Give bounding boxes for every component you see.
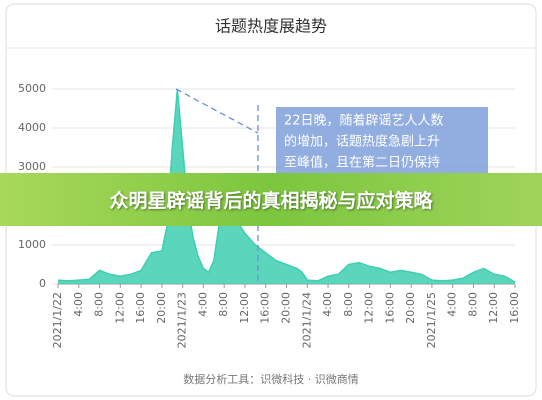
callout-line (175, 88, 259, 134)
y-tick-label: 5000 (18, 82, 46, 95)
x-tick-label: 8:00 (342, 292, 355, 317)
x-tick-label: 2021/1/22 (51, 292, 64, 348)
annotation-text: 至峰值，且在第二日仍保持 (284, 155, 440, 171)
x-tick-label: 2021/1/24 (300, 292, 313, 348)
x-tick-label: 12:00 (113, 292, 126, 324)
x-tick-label: 16:00 (383, 292, 396, 324)
y-tick-label: 3000 (18, 160, 46, 173)
x-tick-label: 12:00 (487, 292, 500, 324)
y-tick-label: 1000 (18, 238, 46, 251)
x-tick-label: 16:00 (259, 292, 272, 324)
x-tick-label: 20:00 (280, 292, 293, 324)
x-tick-label: 8:00 (217, 292, 230, 317)
x-tick-label: 12:00 (363, 292, 376, 324)
footer: 数据分析工具：识微科技 · 识微商情 (183, 372, 359, 386)
line (57, 88, 516, 283)
x-tick-label: 8:00 (93, 292, 106, 317)
chart-title: 话题热度展趋势 (215, 17, 327, 36)
x-tick-label: 2021/1/23 (176, 292, 189, 348)
x-tick-label: 4:00 (446, 292, 459, 317)
area (58, 89, 515, 284)
x-tick-label: 16:00 (134, 292, 147, 324)
annotation-text: 22日晚，随着辟谣艺人人数 (284, 113, 444, 129)
x-tick-label: 4:00 (72, 292, 85, 317)
banner: 众明星辟谣背后的真相揭秘与应对策略 (0, 173, 542, 226)
x-tick-label: 4:00 (321, 292, 334, 317)
x-tick-label: 16:00 (508, 292, 521, 324)
x-tick-label: 20:00 (404, 292, 417, 324)
annotation-text: 的增加，话题热度急剧上升 (284, 134, 440, 150)
x-tick-label: 4:00 (196, 292, 209, 317)
x-tick-label: 20:00 (155, 292, 168, 324)
x-tick-label: 2021/1/25 (425, 292, 438, 348)
x-tick-label: 12:00 (238, 292, 251, 324)
y-tick-label: 4000 (18, 121, 46, 134)
x-tick-label: 8:00 (466, 292, 479, 317)
y-tick-label: 0 (39, 277, 46, 290)
